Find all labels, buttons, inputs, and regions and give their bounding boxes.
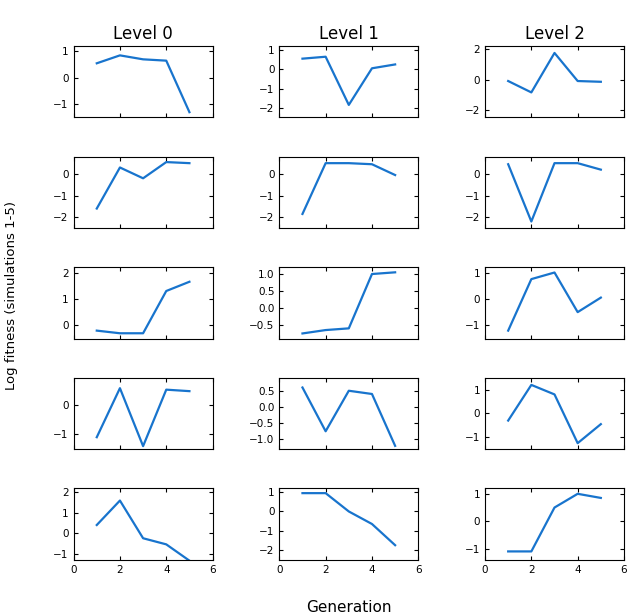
Text: Generation: Generation — [306, 600, 392, 615]
Title: Level 1: Level 1 — [319, 25, 379, 43]
Title: Level 2: Level 2 — [525, 25, 584, 43]
Text: Log fitness (simulations 1-5): Log fitness (simulations 1-5) — [5, 200, 18, 390]
Title: Level 0: Level 0 — [113, 25, 173, 43]
